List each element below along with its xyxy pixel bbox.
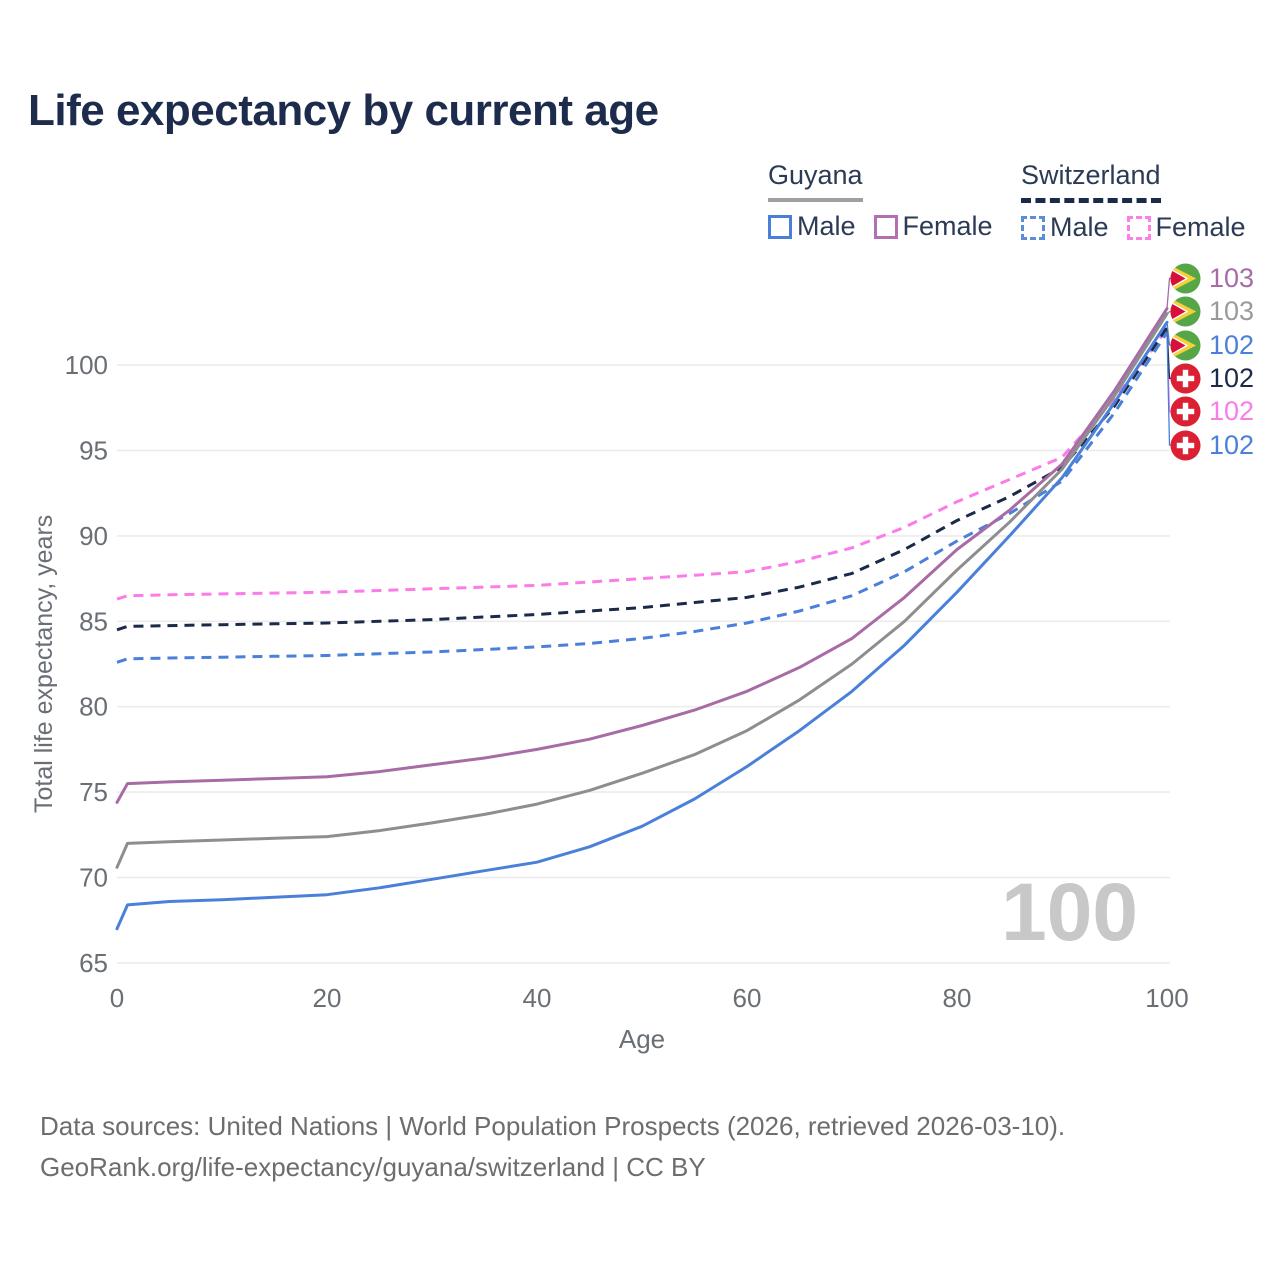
end-label-value: 102 <box>1209 329 1255 360</box>
end-label-value: 102 <box>1209 362 1255 393</box>
series-line-switzerland-both-sexes <box>116 326 1169 632</box>
legend-group-guyana: Guyana Male Female <box>768 160 1011 242</box>
legend-title-switzerland[interactable]: Switzerland <box>1021 160 1161 203</box>
end-label-value: 103 <box>1209 262 1255 293</box>
end-label-row-switzerland-male: 102 <box>1170 429 1254 461</box>
y-tick-label-95: 95 <box>79 435 108 465</box>
legend-label-switzerland-male: Male <box>1050 212 1109 242</box>
series-line-guyana-male <box>115 320 1169 931</box>
x-tick-label-80: 80 <box>943 983 972 1013</box>
switzerland-female-swatch-icon <box>1126 215 1151 240</box>
y-tick-label-65: 65 <box>79 948 108 978</box>
chart-title: Life expectancy by current age <box>28 86 659 135</box>
x-tick-label-20: 20 <box>313 983 342 1013</box>
legend-items-switzerland: Male Female <box>1021 212 1264 243</box>
footer-source-line: Data sources: United Nations | World Pop… <box>40 1111 1066 1141</box>
legend-label-switzerland-female: Female <box>1155 212 1246 242</box>
end-label-value: 102 <box>1209 396 1255 427</box>
end-label-value: 103 <box>1209 296 1255 327</box>
y-tick-label-80: 80 <box>79 692 108 722</box>
end-label-row-guyana-both-sexes: 103 <box>1170 296 1254 328</box>
legend-item-switzerland-female[interactable]: Female <box>1126 212 1246 243</box>
legend-item-guyana-male[interactable]: Male <box>768 211 856 242</box>
guyana-flag-icon <box>1170 296 1201 327</box>
series-line-switzerland-female <box>116 328 1169 601</box>
y-tick-label-100: 100 <box>65 350 108 380</box>
end-label-row-switzerland-female: 102 <box>1170 396 1254 428</box>
x-tick-label-100: 100 <box>1145 983 1188 1013</box>
y-tick-label-75: 75 <box>79 777 108 807</box>
legend-items-guyana: Male Female <box>768 211 1011 242</box>
switzerland-flag-icon <box>1170 363 1201 394</box>
x-tick-label-40: 40 <box>523 983 552 1013</box>
legend-group-switzerland: Switzerland Male Female <box>1021 160 1264 243</box>
legend-label-guyana-male: Male <box>797 211 856 241</box>
switzerland-male-swatch-icon <box>1021 215 1045 240</box>
guyana-female-swatch-icon <box>873 214 898 239</box>
switzerland-flag-icon <box>1170 430 1201 461</box>
series-line-guyana-both-sexes <box>115 312 1169 869</box>
y-tick-label-90: 90 <box>79 521 108 551</box>
legend-item-guyana-female[interactable]: Female <box>873 211 993 242</box>
end-label-row-guyana-female: 103 <box>1170 262 1254 294</box>
legend-label-guyana-female: Female <box>902 211 993 241</box>
end-label-value: 102 <box>1209 429 1255 460</box>
guyana-flag-icon <box>1170 329 1201 361</box>
legend-item-switzerland-male[interactable]: Male <box>1021 212 1109 243</box>
y-tick-label-70: 70 <box>79 863 108 893</box>
guyana-male-swatch-icon <box>768 214 792 239</box>
guyana-flag-icon <box>1170 263 1201 294</box>
footer: Data sources: United Nations | World Pop… <box>40 1106 1065 1188</box>
x-tick-label-0: 0 <box>110 983 124 1013</box>
age-counter-watermark: 100 <box>1001 867 1138 958</box>
y-tick-label-85: 85 <box>79 606 108 636</box>
series-line-switzerland-male <box>116 331 1169 664</box>
x-tick-label-60: 60 <box>733 983 762 1013</box>
legend-title-guyana[interactable]: Guyana <box>768 160 863 202</box>
end-label-row-guyana-male: 102 <box>1170 329 1254 361</box>
switzerland-flag-icon <box>1170 396 1201 427</box>
footer-attribution-line: GeoRank.org/life-expectancy/guyana/switz… <box>40 1152 706 1182</box>
end-label-row-switzerland-both-sexes: 102 <box>1170 362 1254 394</box>
series-line-guyana-female <box>115 307 1169 804</box>
x-axis-title: Age <box>618 1024 666 1054</box>
